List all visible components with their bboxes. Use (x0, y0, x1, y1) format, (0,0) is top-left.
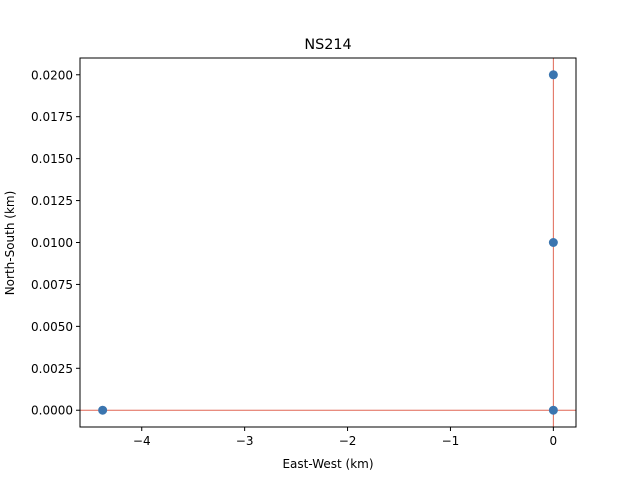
chart-title: NS214 (304, 37, 351, 53)
y-tick-label: 0.0000 (31, 404, 73, 418)
x-axis-label: East-West (km) (282, 457, 373, 471)
data-point (548, 238, 558, 247)
y-tick-label: 0.0075 (31, 278, 73, 292)
y-axis-label: North-South (km) (3, 191, 17, 296)
x-tick-label: −3 (236, 434, 254, 448)
x-tick-label: −2 (339, 434, 357, 448)
y-tick-label: 0.0175 (31, 110, 73, 124)
y-tick-label: 0.0150 (31, 152, 73, 166)
y-tick-label: 0.0100 (31, 236, 73, 250)
x-axis-ticks: −4 −3 −2 −1 0 (133, 427, 557, 448)
y-tick-label: 0.0125 (31, 194, 73, 208)
x-tick-label: −1 (442, 434, 460, 448)
y-tick-label: 0.0200 (31, 68, 73, 82)
data-point (548, 405, 558, 415)
y-tick-label: 0.0050 (31, 320, 73, 334)
x-tick-label: −4 (133, 434, 151, 448)
data-point (98, 405, 108, 415)
data-points (98, 70, 558, 415)
y-tick-label: 0.0025 (31, 362, 73, 376)
x-tick-label: 0 (550, 434, 558, 448)
data-point (548, 70, 558, 80)
y-axis-ticks: 0.0000 0.0025 0.0050 0.0075 0.0100 0.0125 0.01… (31, 68, 80, 418)
